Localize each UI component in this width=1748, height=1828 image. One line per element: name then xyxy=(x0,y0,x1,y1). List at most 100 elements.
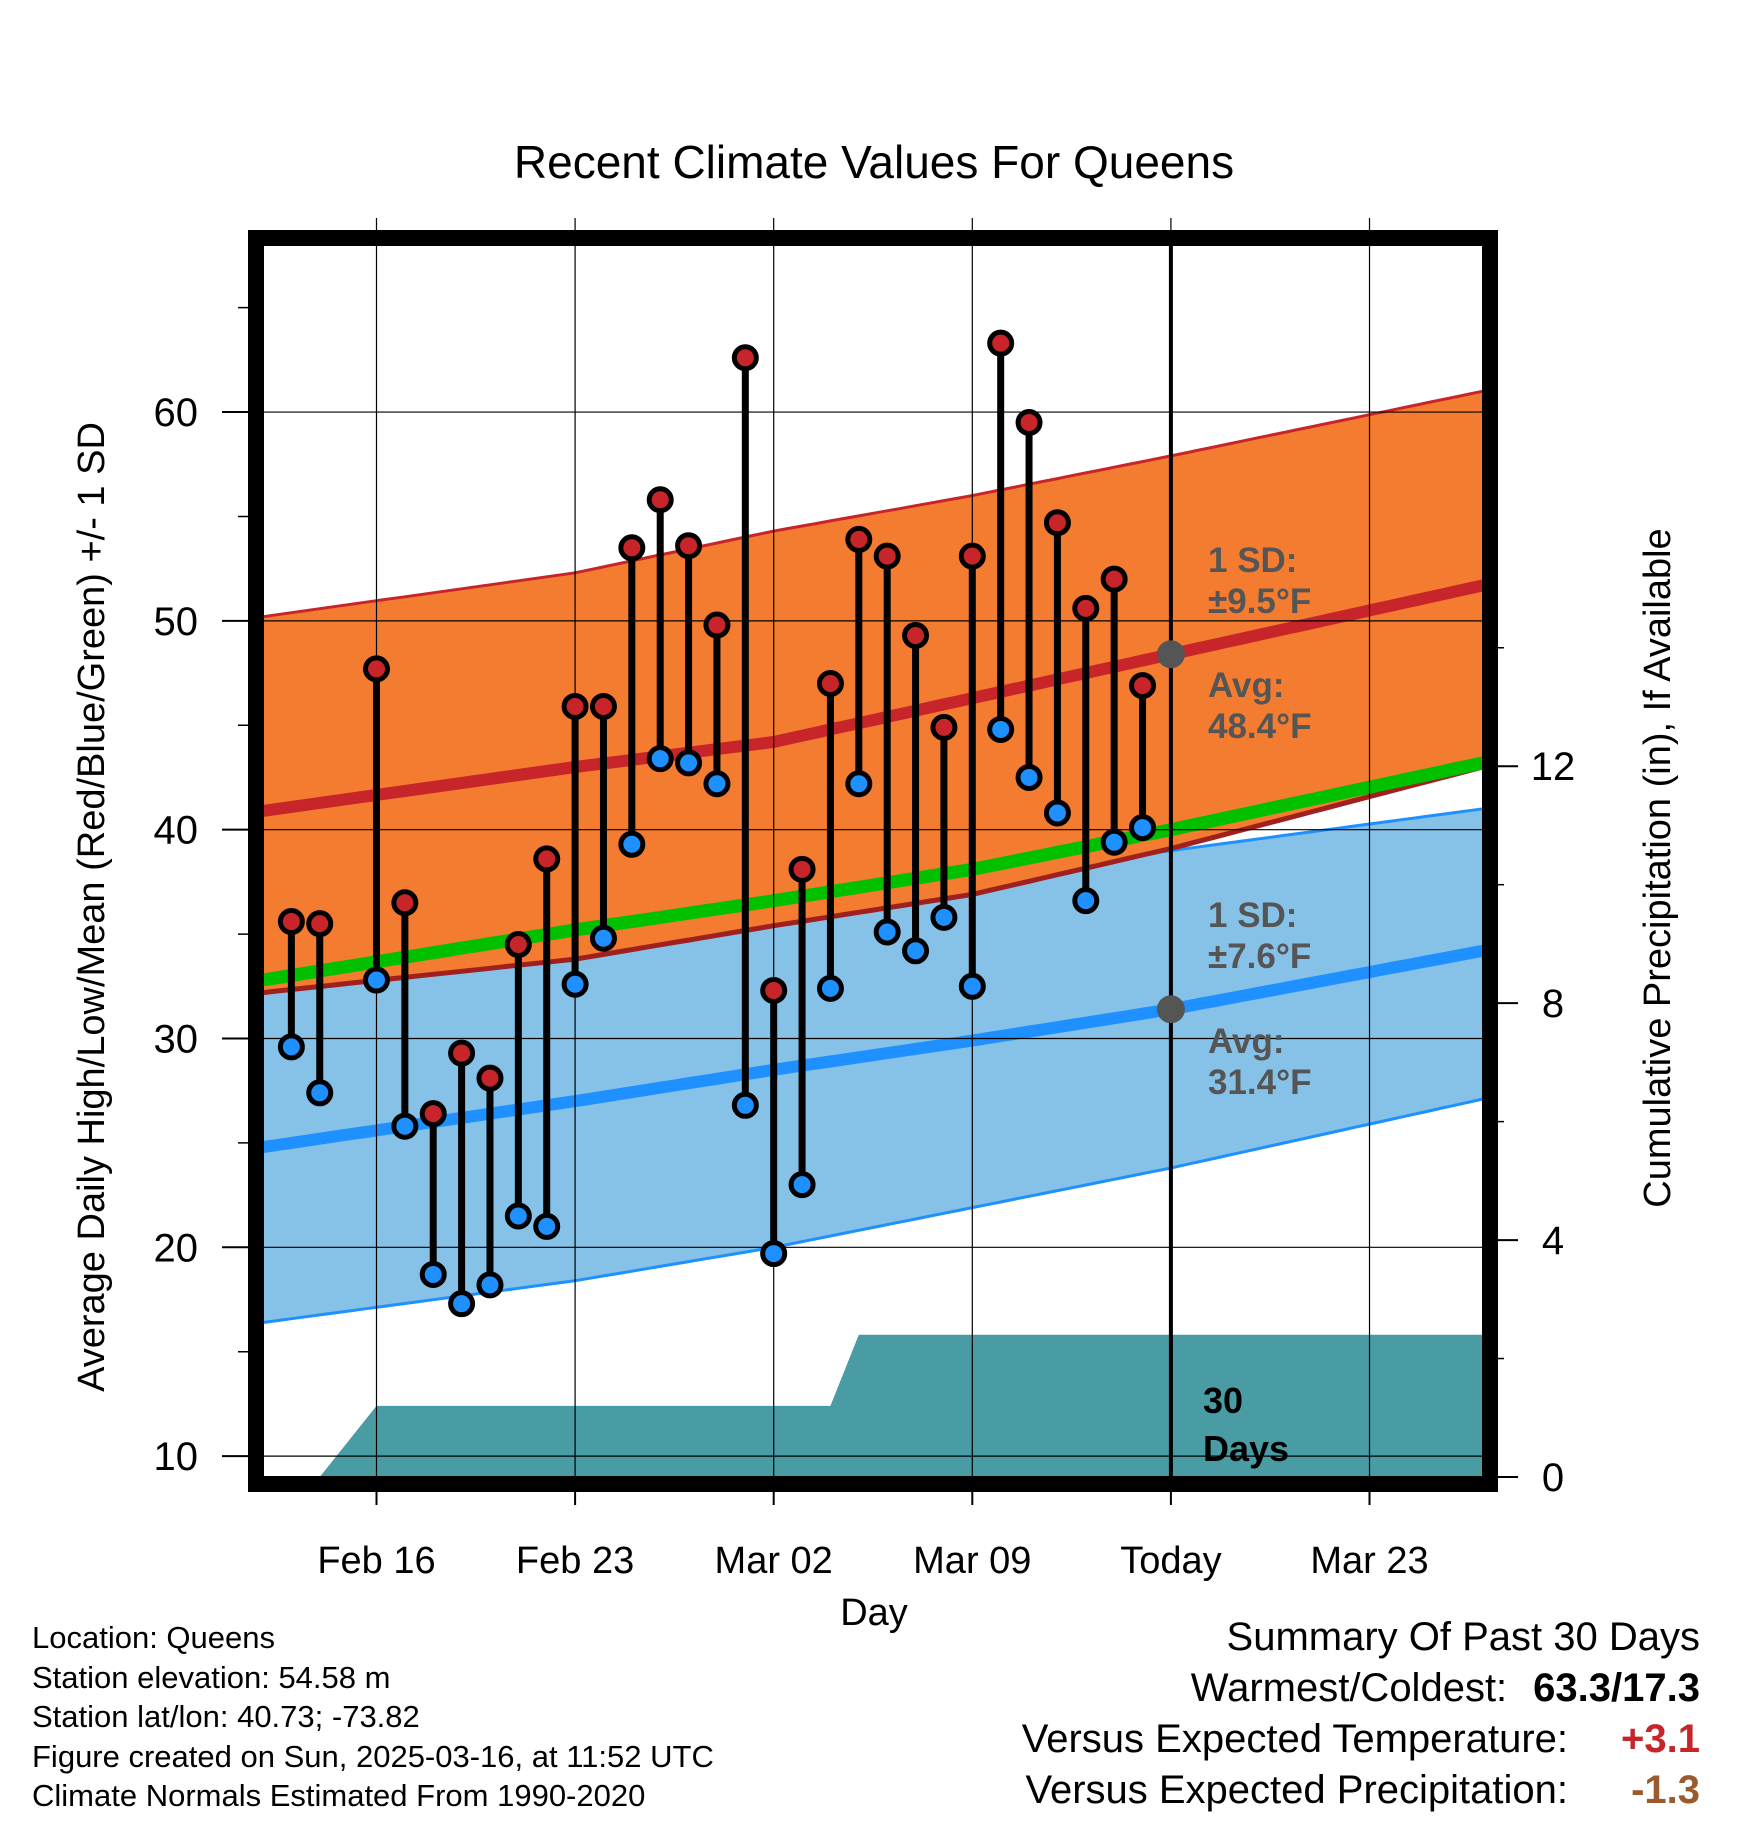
high-upper-edge xyxy=(262,389,1484,619)
high-avg-marker xyxy=(1156,640,1185,669)
low-point xyxy=(788,1171,816,1199)
high-point xyxy=(476,1064,504,1092)
warm-cold-value: 63.3/17.3 xyxy=(1533,1666,1700,1710)
high-point xyxy=(873,542,901,570)
high-point xyxy=(391,889,419,917)
low-sd-value: ±7.6°F xyxy=(1208,937,1311,976)
y2-tick-label: 8 xyxy=(1542,982,1564,1026)
high-point xyxy=(277,908,305,936)
low-point xyxy=(1015,763,1043,791)
low-point xyxy=(561,970,589,998)
plot-frame xyxy=(248,230,1498,1492)
high-point xyxy=(816,670,844,698)
summary-temp: Versus Expected Temperature: +3.1 xyxy=(1022,1714,1700,1765)
high-normal-line xyxy=(262,579,1485,817)
temp-value: +3.1 xyxy=(1621,1717,1700,1761)
low-point xyxy=(533,1212,561,1240)
summary-panel: Summary Of Past 30 Days Warmest/Coldest:… xyxy=(1022,1612,1700,1816)
summary-title: Summary Of Past 30 Days xyxy=(1226,1615,1700,1659)
low-point xyxy=(476,1271,504,1299)
x-tick-label: Feb 16 xyxy=(317,1540,435,1582)
low-point xyxy=(731,1091,759,1119)
precipitation-area xyxy=(319,1334,1484,1477)
high-point xyxy=(419,1100,447,1128)
low-avg-label: Avg: xyxy=(1208,1022,1284,1061)
low-normal-line xyxy=(262,944,1485,1154)
temp-label: Versus Expected Temperature: xyxy=(1021,1717,1568,1761)
precip-value: -1.3 xyxy=(1631,1768,1700,1812)
high-point xyxy=(930,713,958,741)
high-point xyxy=(1100,565,1128,593)
low-point xyxy=(362,966,390,994)
low-point xyxy=(618,830,646,858)
x-tick-label: Mar 09 xyxy=(913,1540,1031,1582)
summary-precip: Versus Expected Precipitation: -1.3 xyxy=(1022,1765,1700,1816)
high-point xyxy=(675,532,703,560)
high-point xyxy=(760,976,788,1004)
y-tick-label: 10 xyxy=(154,1435,199,1479)
low-point xyxy=(987,715,1015,743)
chart-title: Recent Climate Values For Queens xyxy=(514,136,1234,188)
low-point xyxy=(760,1240,788,1268)
window-label-line2: Days xyxy=(1203,1428,1289,1469)
high-point xyxy=(845,525,873,553)
low-point xyxy=(1100,828,1128,856)
created-text: Figure created on Sun, 2025-03-16, at 11… xyxy=(32,1738,714,1774)
high-point xyxy=(362,655,390,683)
low-point xyxy=(1043,799,1071,827)
x-tick-label: Mar 02 xyxy=(715,1540,833,1582)
latlon-text: Station lat/lon: 40.73; -73.82 xyxy=(32,1699,420,1734)
y-tick-label: 60 xyxy=(154,391,199,435)
precip-label: Versus Expected Precipitation: xyxy=(1025,1768,1568,1812)
low-point xyxy=(703,770,731,798)
low-point xyxy=(391,1112,419,1140)
low-point xyxy=(419,1260,447,1288)
x-axis-label: Day xyxy=(840,1592,908,1634)
summary-warm-cold: Warmest/Coldest: 63.3/17.3 xyxy=(1022,1663,1700,1714)
low-sd-label: 1 SD: xyxy=(1208,896,1297,935)
high-lower-edge xyxy=(262,764,1484,996)
high-point xyxy=(533,845,561,873)
low-point xyxy=(958,972,986,1000)
high-point xyxy=(958,542,986,570)
y-tick-label: 20 xyxy=(154,1226,199,1270)
high-point xyxy=(306,910,334,938)
low-point xyxy=(589,924,617,952)
high-point xyxy=(1129,672,1157,700)
high-point xyxy=(788,855,816,883)
high-point xyxy=(902,621,930,649)
low-avg-marker xyxy=(1156,995,1185,1024)
low-point xyxy=(1129,814,1157,842)
high-point xyxy=(1043,509,1071,537)
high-avg-label: Avg: xyxy=(1208,666,1284,705)
warm-cold-label: Warmest/Coldest: xyxy=(1190,1666,1508,1710)
low-point xyxy=(845,770,873,798)
high-sd-value: ±9.5°F xyxy=(1208,582,1311,621)
x-tick-label: Feb 23 xyxy=(516,1540,634,1582)
high-point xyxy=(703,611,731,639)
high-sd-band xyxy=(263,391,1483,993)
y-axis-label: Average Daily High/Low/Mean (Red/Blue/Gr… xyxy=(71,422,113,1392)
low-point xyxy=(448,1290,476,1318)
high-point xyxy=(618,534,646,562)
low-point xyxy=(902,937,930,965)
x-tick-label: Today xyxy=(1120,1540,1221,1582)
station-info: Location: Queens Station elevation: 54.5… xyxy=(32,1618,714,1816)
low-point xyxy=(1072,887,1100,915)
high-point xyxy=(987,329,1015,357)
location-text: Location: Queens xyxy=(32,1620,276,1655)
y2-tick-label: 4 xyxy=(1542,1219,1564,1263)
high-point xyxy=(504,931,532,959)
high-point xyxy=(646,486,674,514)
x-tick-label: Mar 23 xyxy=(1310,1540,1428,1582)
high-point xyxy=(1015,408,1043,436)
window-label-line1: 30 xyxy=(1203,1380,1243,1421)
low-point xyxy=(646,745,674,773)
low-point xyxy=(504,1202,532,1230)
high-point xyxy=(561,692,589,720)
high-point xyxy=(1072,594,1100,622)
elevation-text: Station elevation: 54.58 m xyxy=(32,1659,391,1695)
y2-tick-label: 12 xyxy=(1531,745,1576,789)
low-point xyxy=(306,1079,334,1107)
